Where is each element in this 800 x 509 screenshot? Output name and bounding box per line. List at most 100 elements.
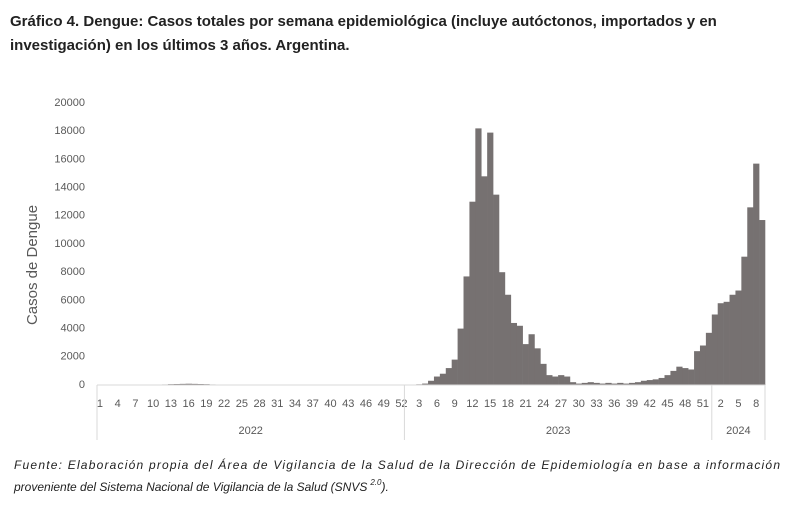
bar [593,382,600,385]
x-tick-label: 19 [200,398,212,410]
bar [493,194,500,385]
x-tick-label: 43 [342,398,354,410]
x-tick-label: 2 [718,398,724,410]
bar [469,201,476,385]
bar [439,373,447,385]
bar [699,345,707,385]
source: Fuente: Elaboración propia del Área de V… [14,457,780,472]
bar [694,351,701,385]
x-tick-label: 10 [147,398,159,410]
bar [528,334,535,385]
x-tick-label: 13 [165,398,177,410]
bar [522,344,529,385]
x-tick-label: 30 [573,398,585,410]
y-tick-label: 6000 [61,294,85,306]
x-tick-label: 16 [183,398,195,410]
bar [723,301,730,385]
bar [564,376,571,385]
x-tick-label: 34 [289,398,301,410]
bar [457,328,464,385]
x-tick-label: 37 [307,398,319,410]
x-tick-label: 18 [502,398,514,410]
bar [711,314,719,385]
bar [599,383,606,385]
bar [634,382,642,385]
bar [185,383,192,385]
x-tick-label: 36 [608,398,620,410]
x-tick-label: 5 [735,398,741,410]
x-tick-label: 45 [661,398,673,410]
bar [546,375,553,385]
y-tick-label: 4000 [61,323,85,335]
y-tick-label: 20000 [54,97,85,109]
bar [451,359,458,385]
bar [422,383,429,385]
source: ). [379,480,388,494]
x-tick-label: 3 [416,398,422,410]
bar [617,382,624,385]
group-label: 2022 [238,425,262,437]
bar [605,382,612,385]
bar [558,375,565,385]
bar [540,363,547,385]
y-tick-label: 8000 [61,266,85,278]
x-tick-label: 40 [324,398,336,410]
x-tick-label: 24 [537,398,549,410]
bar [481,176,488,385]
bar [705,332,713,385]
y-tick-label: 0 [79,379,85,391]
y-tick-label: 2000 [61,351,85,363]
x-tick-label: 22 [218,398,230,410]
x-tick-label: 31 [271,398,283,410]
x-tick-label: 7 [132,398,138,410]
bar [475,128,482,385]
bar [658,377,665,385]
x-tick-label: 21 [519,398,531,410]
bar [759,220,766,385]
bar [463,276,470,385]
bar [498,272,506,385]
x-tick-label: 6 [434,398,440,410]
chart-title: investigación) en los últimos 3 años. Ar… [10,37,350,54]
x-tick-label: 12 [466,398,478,410]
bar [747,207,754,385]
bar [753,163,760,385]
y-axis-label: Casos de Dengue [24,205,41,325]
bar [569,382,577,385]
bar [179,383,186,385]
bar [729,294,736,385]
x-tick-label: 15 [484,398,496,410]
x-tick-label: 33 [590,398,602,410]
source: proveniente del Sistema Nacional de Vigi… [13,480,367,494]
x-tick-label: 1 [97,398,103,410]
bar [652,379,659,385]
x-tick-label: 4 [115,398,121,410]
bar [433,376,441,385]
y-tick-label: 14000 [54,182,85,194]
bar [191,383,198,385]
x-tick-label: 51 [697,398,709,410]
x-tick-label: 27 [555,398,567,410]
bar [717,303,724,385]
bar [688,369,695,385]
bar [611,383,618,385]
y-tick-label: 12000 [54,210,85,222]
bar [510,322,518,385]
x-tick-label: 9 [452,398,458,410]
bar [428,380,435,385]
x-tick-label: 46 [360,398,372,410]
bar [682,368,689,385]
bar [664,375,671,385]
bar [581,382,588,385]
bar [623,383,630,385]
bar [587,382,594,385]
bar [629,382,636,385]
bar [670,370,677,385]
chart-title: Gráfico 4. Dengue: Casos totales por sem… [10,13,717,30]
x-tick-label: 39 [626,398,638,410]
bar [504,294,512,385]
x-tick-label: 52 [395,398,407,410]
x-tick-label: 49 [378,398,390,410]
bar [676,366,683,385]
